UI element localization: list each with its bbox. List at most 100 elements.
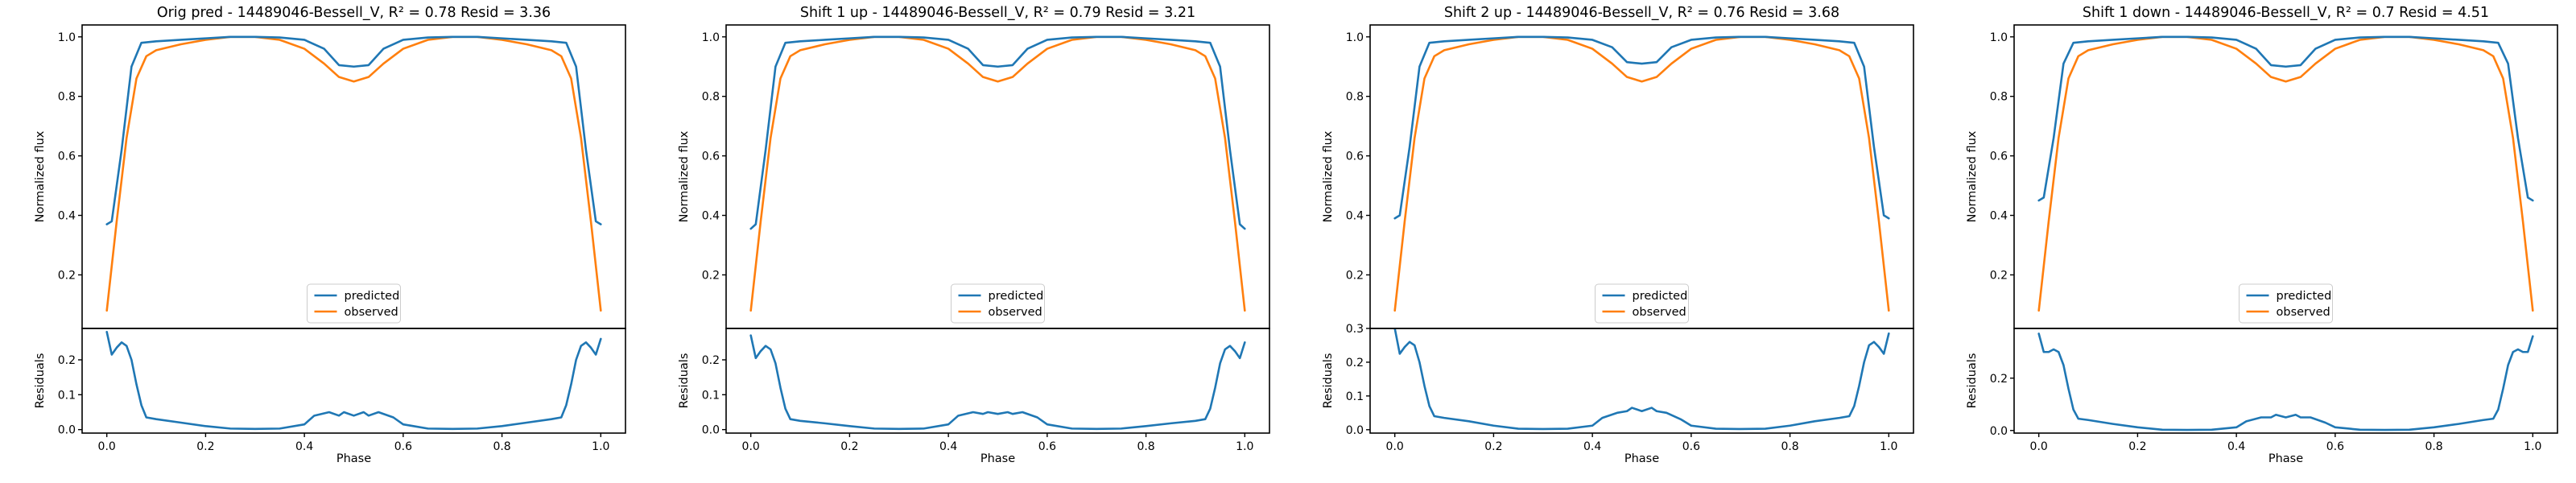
legend-label-observed: observed [2277, 306, 2330, 319]
x-axis-label: Phase [1624, 452, 1659, 465]
y-tick-label: 0.2 [1990, 269, 2008, 282]
y-tick-label: 1.0 [702, 31, 720, 44]
legend-label-predicted: predicted [989, 290, 1044, 303]
y-tick-label: 0.4 [702, 210, 720, 223]
legend-label-predicted: predicted [1633, 290, 1688, 303]
legend-label-observed: observed [1633, 306, 1686, 319]
residual-y-tick-label: 0.2 [1346, 357, 1364, 369]
residual-axes-frame [81, 328, 626, 434]
residual-y-tick-label: 0.2 [1990, 373, 2008, 386]
x-tick-label: 0.6 [2326, 440, 2344, 453]
y-tick-label: 0.4 [58, 210, 76, 223]
y-tick-label: 0.8 [58, 91, 76, 104]
flux-plot-area [749, 35, 1246, 312]
residual-y-axis-label: Residuals [1322, 353, 1335, 409]
y-tick-label: 0.8 [1346, 91, 1364, 104]
x-tick-label: 0.6 [394, 440, 412, 453]
y-tick-label: 0.4 [1990, 210, 2008, 223]
x-tick-label: 0.6 [1038, 440, 1056, 453]
legend: predicted observed [951, 283, 1045, 324]
x-tick-label: 0.0 [742, 440, 760, 453]
observed-line [749, 35, 1246, 312]
observed-line [2037, 35, 2534, 312]
x-tick-label: 0.8 [1781, 440, 1798, 453]
residual-y-tick-label: 0.0 [702, 424, 720, 437]
y-tick-label: 0.2 [1346, 269, 1364, 282]
y-tick-label: 1.0 [58, 31, 76, 44]
chart-panel-1: Orig pred - 14489046-Bessell_V, R² = 0.7… [34, 5, 626, 465]
x-tick-label: 0.8 [2425, 440, 2442, 453]
residual-y-tick-label: 0.0 [58, 424, 76, 437]
flux-plot-area [2037, 35, 2534, 312]
chart-panel-4: Shift 1 down - 14489046-Bessell_V, R² = … [1966, 5, 2558, 465]
flux-plot-area [105, 35, 602, 312]
residual-plot-area [105, 331, 602, 431]
residual-line [105, 331, 602, 431]
y-tick-label: 0.8 [702, 91, 720, 104]
chart-title: Shift 1 up - 14489046-Bessell_V, R² = 0.… [800, 5, 1195, 21]
legend-box [1595, 283, 1689, 324]
chart-title: Shift 1 down - 14489046-Bessell_V, R² = … [2083, 5, 2489, 21]
y-tick-label: 0.6 [58, 151, 76, 163]
residual-line [1393, 328, 1890, 431]
residual-line [749, 334, 1246, 431]
residual-y-tick-label: 0.1 [702, 389, 720, 402]
y-tick-label: 1.0 [1990, 31, 2008, 44]
y-axis-label: Normalized flux [1322, 130, 1335, 222]
predicted-line [105, 35, 602, 225]
observed-line [1393, 35, 1890, 312]
residual-axes-frame [725, 328, 1270, 434]
residual-y-tick-label: 0.2 [702, 354, 720, 367]
legend-label-predicted: predicted [345, 290, 400, 303]
x-tick-label: 1.0 [2524, 440, 2541, 453]
y-axis-label: Normalized flux [34, 130, 47, 222]
legend-label-observed: observed [345, 306, 398, 319]
predicted-line [1393, 35, 1890, 220]
x-tick-label: 0.4 [1583, 440, 1601, 453]
y-tick-label: 0.2 [702, 269, 720, 282]
y-tick-label: 0.8 [1990, 91, 2008, 104]
y-axis-label: Normalized flux [678, 130, 691, 222]
chart-panel-2: Shift 1 up - 14489046-Bessell_V, R² = 0.… [678, 5, 1270, 465]
x-tick-label: 0.0 [1386, 440, 1404, 453]
x-tick-label: 0.6 [1682, 440, 1700, 453]
residual-plot-area [1393, 328, 1890, 431]
x-tick-label: 0.2 [2128, 440, 2146, 453]
predicted-line [749, 35, 1246, 230]
flux-axes-frame [2013, 24, 2558, 329]
x-tick-label: 0.2 [196, 440, 214, 453]
observed-line [105, 35, 602, 312]
predicted-line [2037, 35, 2534, 202]
x-tick-label: 0.8 [1137, 440, 1154, 453]
x-tick-label: 0.0 [98, 440, 116, 453]
legend: predicted observed [1595, 283, 1689, 324]
chart-title: Shift 2 up - 14489046-Bessell_V, R² = 0.… [1444, 5, 1839, 21]
y-tick-label: 1.0 [1346, 31, 1364, 44]
x-tick-label: 0.4 [2227, 440, 2245, 453]
x-tick-label: 0.2 [1484, 440, 1502, 453]
y-axis-label: Normalized flux [1966, 130, 1979, 222]
residual-plot-area [2037, 332, 2534, 431]
flux-axes-frame [1369, 24, 1914, 329]
y-tick-label: 0.2 [58, 269, 76, 282]
residual-y-tick-label: 0.3 [1346, 323, 1364, 336]
flux-plot-area [1393, 35, 1890, 312]
x-axis-label: Phase [2268, 452, 2303, 465]
residual-y-axis-label: Residuals [678, 353, 691, 409]
x-tick-label: 1.0 [1880, 440, 1897, 453]
flux-axes-frame [725, 24, 1270, 329]
residual-y-tick-label: 0.1 [58, 389, 76, 402]
x-tick-label: 1.0 [592, 440, 609, 453]
x-tick-label: 0.0 [2030, 440, 2048, 453]
residual-line [2037, 332, 2534, 431]
legend-box [951, 283, 1045, 324]
legend-box [2239, 283, 2333, 324]
chart-panel-3: Shift 2 up - 14489046-Bessell_V, R² = 0.… [1322, 5, 1914, 465]
x-axis-label: Phase [336, 452, 371, 465]
x-tick-label: 0.4 [295, 440, 313, 453]
x-tick-label: 1.0 [1236, 440, 1253, 453]
y-tick-label: 0.6 [702, 151, 720, 163]
legend: predicted observed [2239, 283, 2333, 324]
